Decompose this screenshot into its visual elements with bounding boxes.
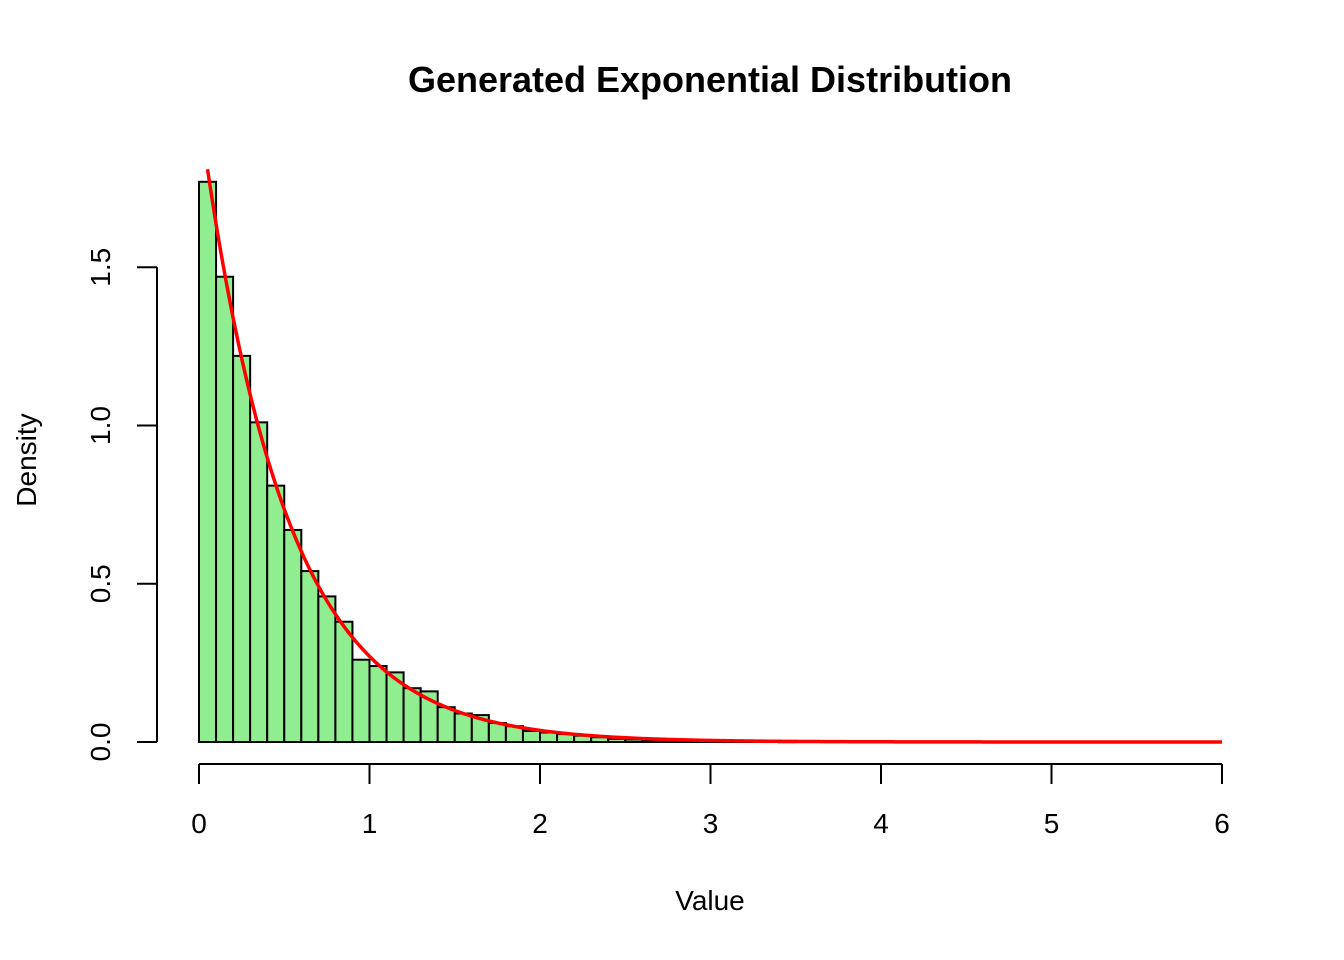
histogram-bar [334, 620, 354, 743]
x-tick-label: 5 [1044, 808, 1060, 839]
histogram-bar [215, 275, 235, 743]
histogram-bar [266, 484, 286, 743]
histogram-bar [402, 687, 422, 744]
density-curve [205, 168, 1222, 744]
histogram-bar [232, 354, 252, 743]
histogram-bar [368, 665, 388, 743]
histogram-bar [453, 712, 473, 744]
x-tick-label: 0 [191, 808, 207, 839]
histogram-bar [521, 729, 542, 743]
y-tick-label: 1.0 [85, 406, 116, 445]
histogram-bar [249, 421, 269, 743]
y-axis: 0.0 0.5 1.0 1.5 [85, 248, 158, 762]
y-tick-label: 1.5 [85, 248, 116, 287]
histogram-bar [317, 595, 337, 743]
y-tick-label: 0.5 [85, 564, 116, 603]
histogram-bar [198, 180, 218, 744]
x-tick-label: 2 [532, 808, 548, 839]
histogram-bar [351, 658, 371, 744]
x-tick-label: 4 [873, 808, 889, 839]
histogram-bars [198, 180, 797, 744]
histogram-bar [283, 528, 303, 743]
x-tick-label: 3 [703, 808, 719, 839]
x-tick-label: 1 [362, 808, 378, 839]
y-axis-label: Density [11, 413, 42, 506]
histogram-bar [436, 706, 456, 743]
x-axis-label: Value [675, 885, 745, 916]
x-tick-label: 6 [1214, 808, 1230, 839]
x-axis: 0 1 2 3 4 5 6 [191, 763, 1230, 839]
histogram-bar [300, 570, 320, 744]
chart-title: Generated Exponential Distribution [408, 59, 1012, 100]
y-tick-label: 0.0 [85, 723, 116, 762]
